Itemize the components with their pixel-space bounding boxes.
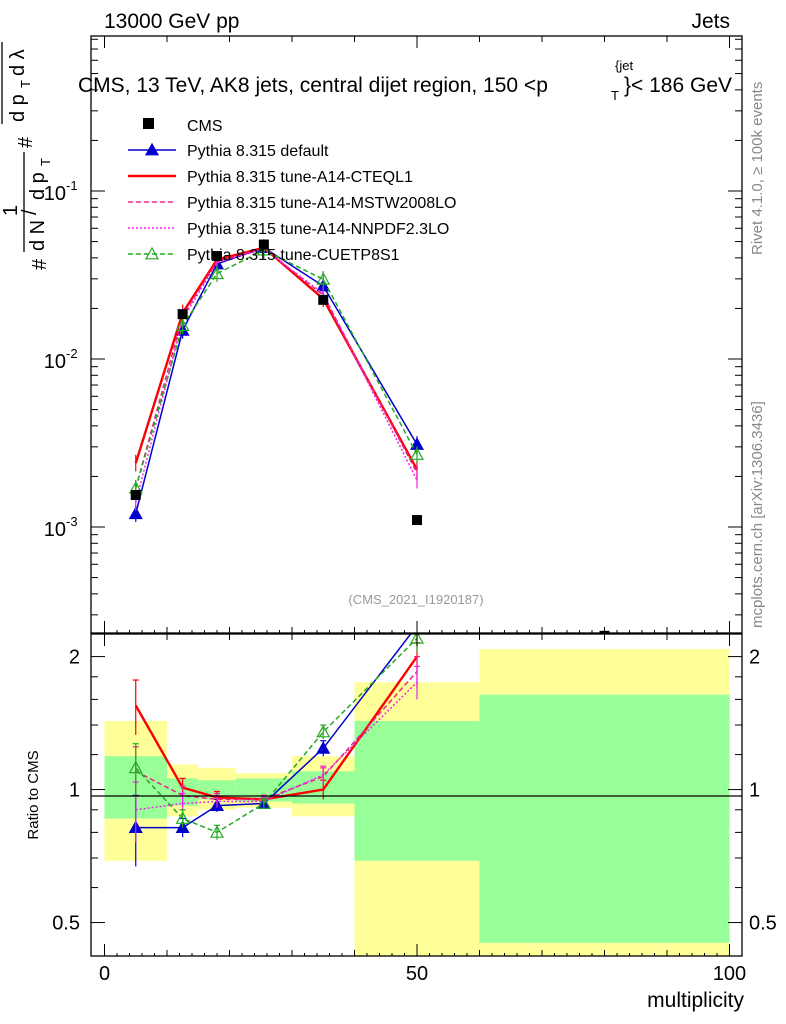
cms-point-2 [212,251,222,262]
main-point-s4-4 [316,272,331,285]
cms-point-1 [177,309,188,320]
header-process: 13000 GeV pp [104,10,239,33]
main-line-series-2 [135,247,418,489]
ratio-ytick-label-right-1: 1 [749,780,760,802]
x-axis-label: multiplicity [647,989,744,1012]
svg-text:d p: d p [27,172,49,200]
svg-text:T: T [18,80,33,88]
main-ytick-exp-1: -2 [66,346,78,361]
ratio-line-series-2 [135,671,418,801]
ratio-ylabel: Ratio to CMS [25,750,42,839]
rivet-version-label: Rivet 4.1.0, ≥ 100k events [749,82,766,255]
ratio-series-group [128,634,425,867]
main-ytick-label-0: 10 [44,183,66,205]
cms-point-4 [318,294,329,305]
main-point-s4-5 [409,447,425,460]
ratio-ytick-label-left-0: 0.5 [52,913,80,935]
ratio-ytick-label-right-2: 2 [749,647,760,669]
header-category: Jets [691,10,730,33]
main-ytick-exp-2: -3 [66,514,78,529]
ratio-point-s4-0 [128,760,143,774]
ratio-point-s4-1 [175,811,190,824]
x-tick-label-1: 50 [406,963,428,985]
main-line-series-0 [135,246,418,514]
svg-text:d N: d N [0,64,1,95]
legend-label-0: Pythia 8.315 default [187,143,329,160]
legend-label-1: Pythia 8.315 tune-A14-CTEQL1 [187,169,413,186]
main-ytick-label-1: 10 [44,351,66,373]
band-inner-5 [354,720,480,861]
main-series-group [128,239,610,633]
band-inner-6 [479,694,730,943]
main-line-series-3 [135,248,418,503]
legend-cms-label: CMS [187,118,223,135]
svg-text:T: T [38,158,53,166]
svg-text:CMS, 13 TeV, AK8 jets, central: CMS, 13 TeV, AK8 jets, central dijet reg… [78,74,548,97]
legend-label-4: Pythia 8.315 tune-CUETP8S1 [187,247,400,264]
legend-label-3: Pythia 8.315 tune-A14-NNPDF2.3LO [187,221,449,238]
mcplots-label: mcplots.cern.ch [arXiv:1306.3436] [749,401,766,628]
legend-marker-0 [144,142,160,156]
main-line-series-4 [135,249,418,489]
ratio-ytick-label-left-2: 2 [69,647,80,669]
svg-text:#: # [29,258,51,270]
main-point-s0-0 [128,506,143,520]
svg-text:}< 186 GeV: }< 186 GeV [624,74,732,97]
ratio-point-s4-4 [316,724,331,738]
main-ylabel: # d N / d p T 1 # d p T d λ d N 2 [0,42,53,270]
ratio-ytick-label-right-0: 0.5 [749,913,777,935]
legend: CMS Pythia 8.315 default Pythia 8.315 tune… [128,118,456,264]
main-ytick-label-2: 10 [44,519,66,541]
ratio-line-series-3 [135,681,418,811]
x-tick-label-2: 100 [713,963,746,985]
svg-text:d λ: d λ [7,49,29,76]
main-line-series-1 [134,246,419,471]
svg-text:#: # [15,136,37,148]
main-point-s4-1 [175,318,190,332]
legend-cms-marker [143,118,154,129]
main-ytick-exp-0: -1 [66,178,78,193]
svg-text:d N: d N [27,220,49,251]
cms-point-5 [412,515,422,526]
ratio-point-s0-4 [316,741,331,754]
svg-text:/: / [19,209,41,215]
ratio-point-s4-3 [256,796,271,809]
x-tick-label-0: 0 [99,963,110,985]
svg-text:d p: d p [7,94,29,122]
svg-text:1: 1 [0,205,22,216]
cms-point-0 [130,490,141,501]
ratio-line-series-1 [134,655,418,801]
legend-label-2: Pythia 8.315 tune-A14-MSTW2008LO [187,195,456,212]
analysis-id: (CMS_2021_I1920187) [348,592,483,607]
ratio-point-s4-2 [209,825,225,838]
legend-marker-4 [144,246,160,260]
svg-text:T: T [611,88,619,103]
cms-point-3 [258,239,269,250]
ratio-line-series-4 [135,637,418,834]
main-point-s4-2 [209,266,225,280]
ratio-line-series-0 [135,634,412,829]
svg-text:{jet: {jet [615,58,633,73]
chart-title: CMS, 13 TeV, AK8 jets, central dijet reg… [78,58,732,103]
ratio-ytick-label-left-1: 1 [69,780,80,802]
